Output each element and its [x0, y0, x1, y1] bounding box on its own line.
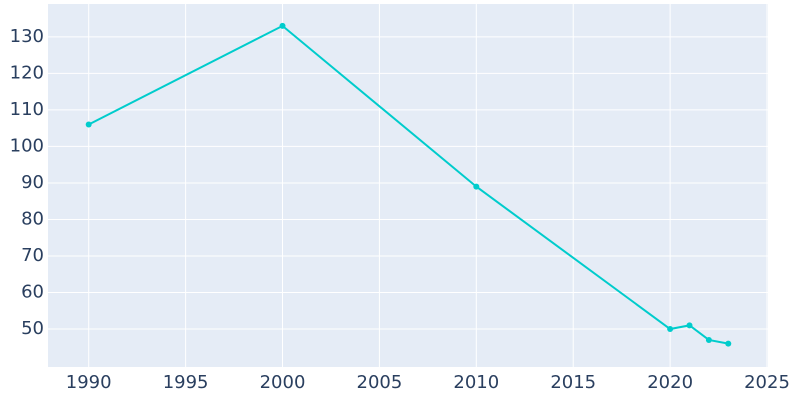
marker — [473, 183, 480, 190]
x-tick-label: 1990 — [66, 372, 112, 393]
x-tick-label: 2020 — [647, 372, 693, 393]
x-tick-label: 2015 — [550, 372, 596, 393]
y-tick-label: 90 — [21, 172, 44, 193]
y-tick-label: 70 — [21, 245, 44, 266]
marker — [279, 22, 286, 29]
y-tick-label: 110 — [10, 99, 44, 120]
x-tick-label: 2010 — [453, 372, 499, 393]
marker — [705, 336, 712, 343]
y-tick-label: 80 — [21, 208, 44, 229]
plot-area — [48, 4, 768, 367]
x-tick-label: 2005 — [357, 372, 403, 393]
x-tick-label: 2000 — [260, 372, 306, 393]
x-tick-label: 1995 — [163, 372, 209, 393]
y-tick-label: 130 — [10, 26, 44, 47]
marker — [686, 322, 693, 329]
marker — [667, 326, 674, 333]
y-tick-label: 120 — [10, 62, 44, 83]
y-tick-label: 50 — [21, 318, 44, 339]
y-tick-label: 100 — [10, 135, 44, 156]
y-tick-label: 60 — [21, 282, 44, 303]
marker — [725, 340, 732, 347]
marker — [85, 121, 92, 128]
x-tick-label: 2025 — [744, 372, 790, 393]
